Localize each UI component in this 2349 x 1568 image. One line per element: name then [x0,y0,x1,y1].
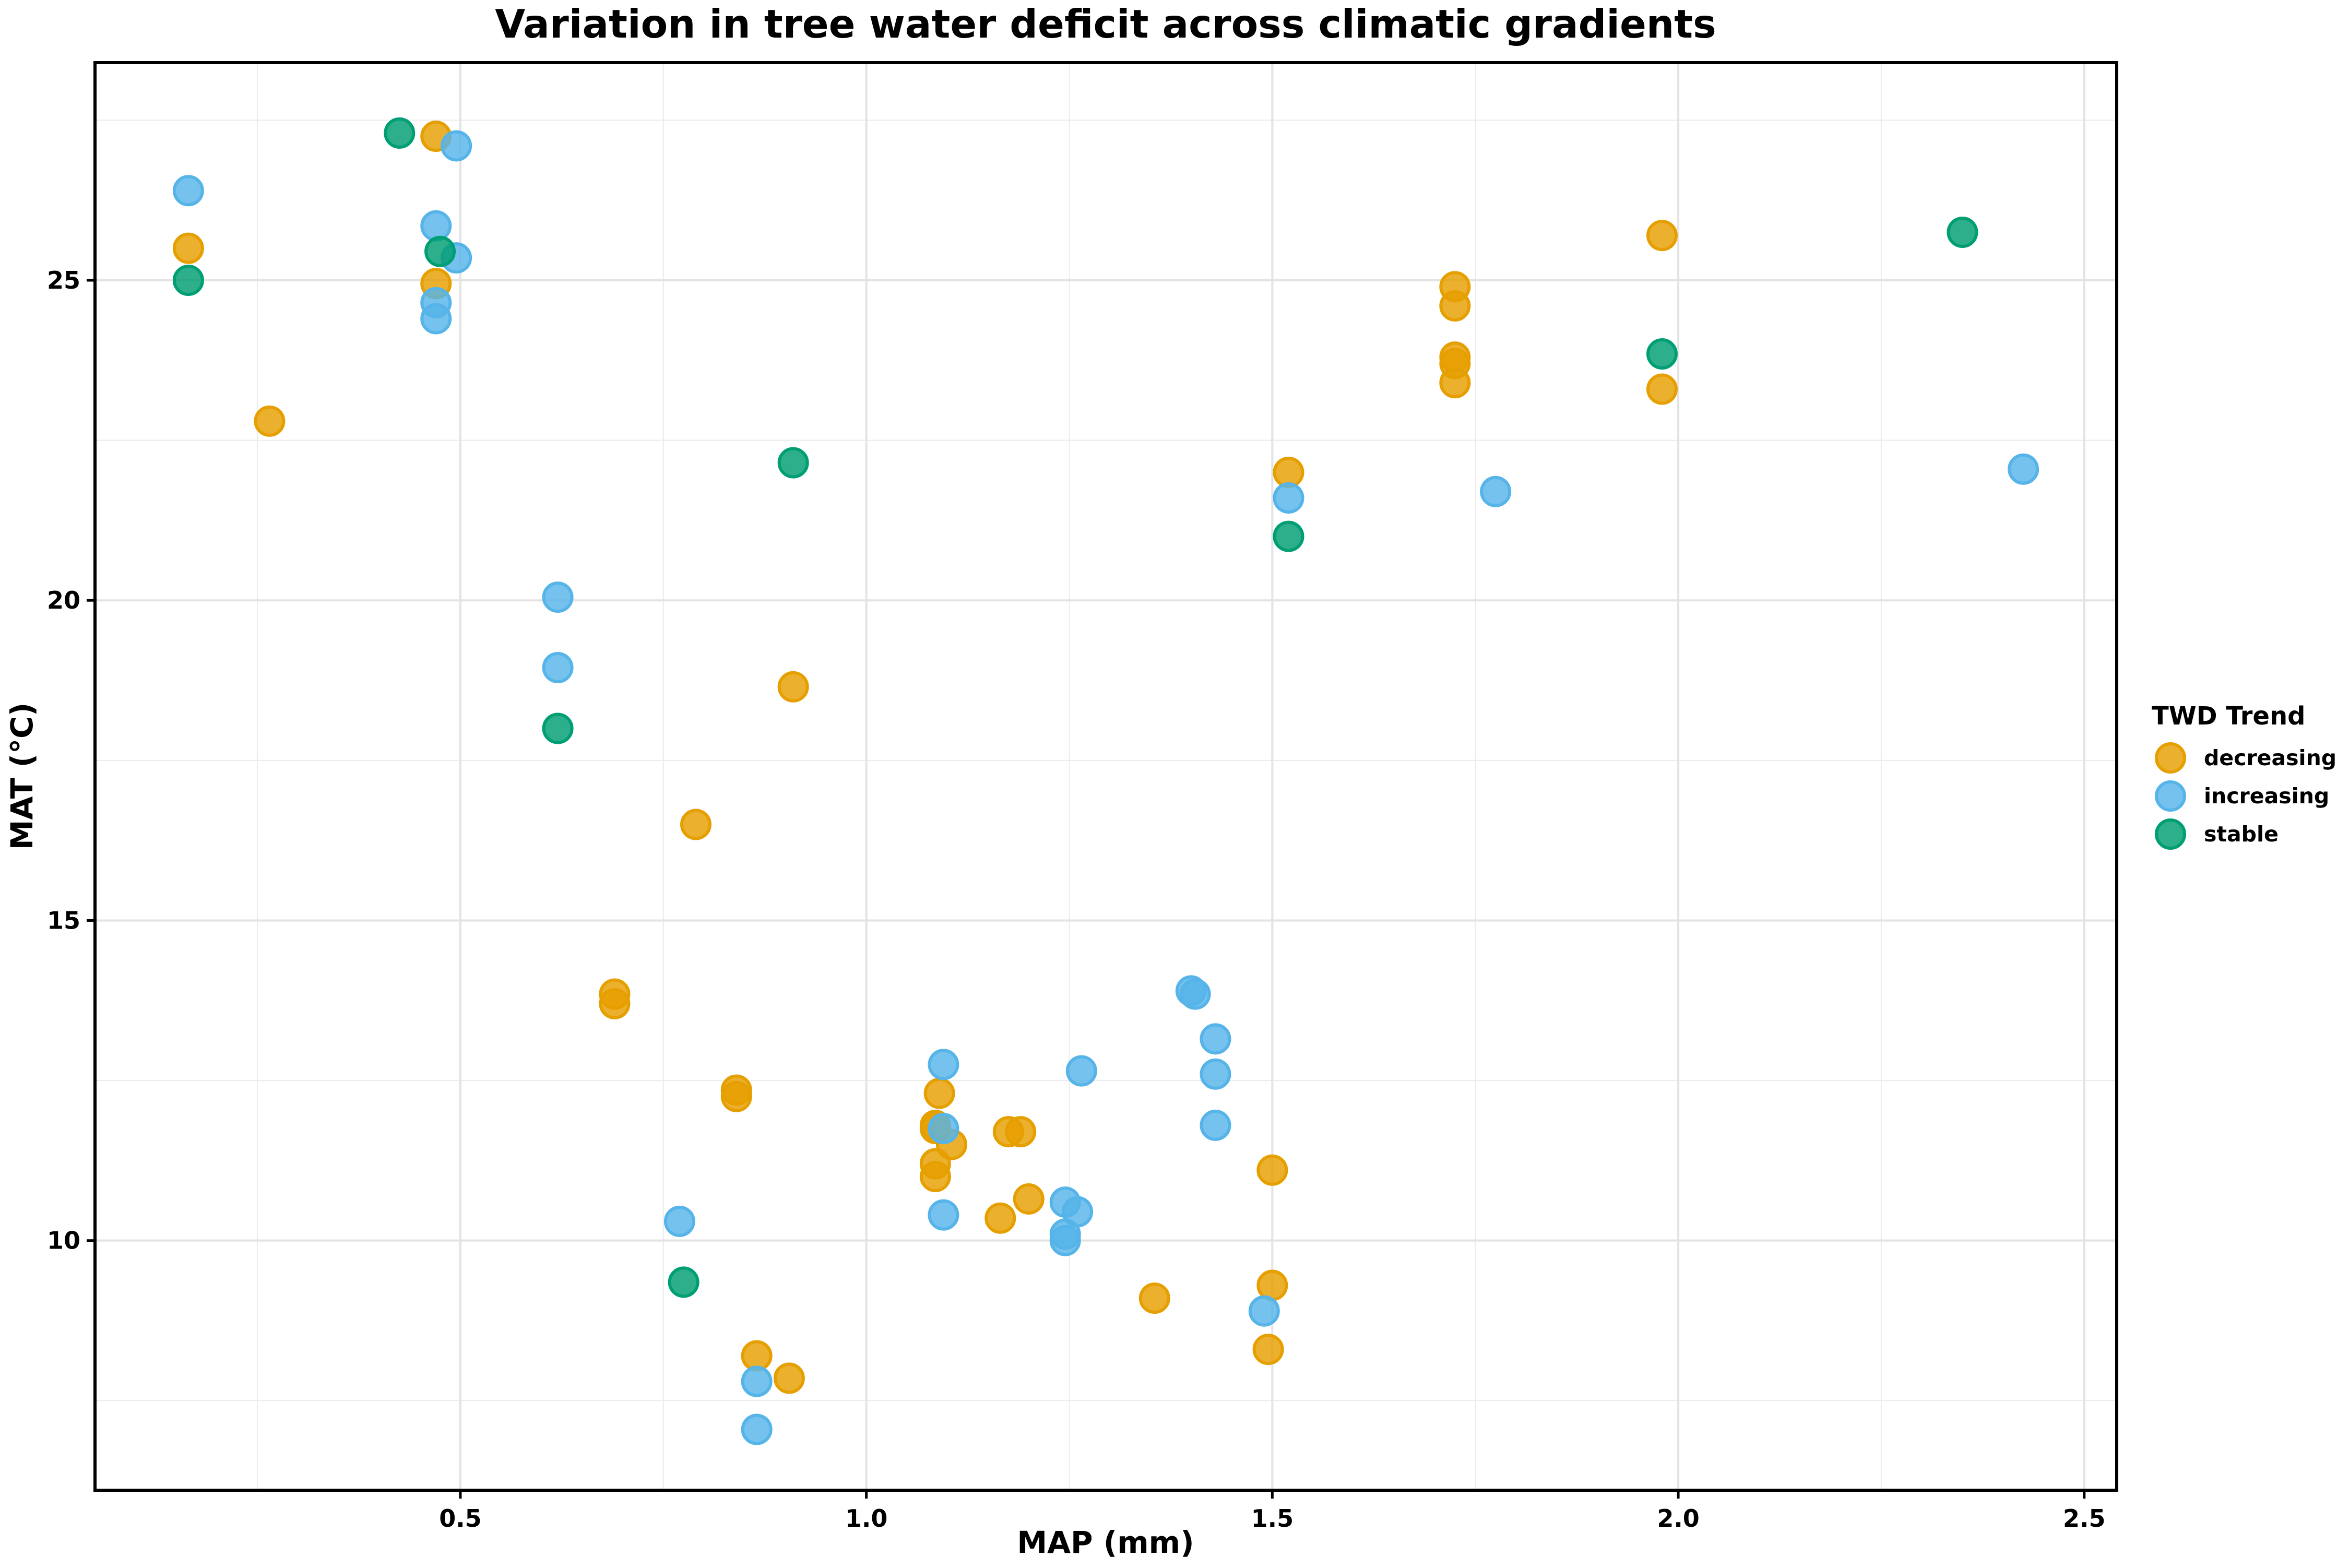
legend: TWD Trend decreasing increasing stable [2152,702,2336,850]
data-point-decreasing [773,1362,805,1394]
data-point-stable [1273,520,1304,552]
data-point-decreasing [1439,367,1471,399]
data-point-decreasing [984,1202,1016,1234]
x-tick-label: 2.0 [1657,1504,1700,1533]
data-point-decreasing [599,988,631,1019]
data-point-decreasing [1138,1282,1170,1314]
data-point-stable [424,235,456,267]
data-point-increasing [928,1199,959,1231]
data-point-decreasing [1273,456,1304,488]
data-point-increasing [542,581,574,613]
y-tick-label: 20 [47,586,80,614]
legend-items: decreasing increasing stable [2155,742,2336,850]
data-point-increasing [441,130,472,162]
data-point-increasing [1049,1225,1081,1256]
data-point-increasing [741,1413,773,1445]
data-point-stable [777,447,809,479]
data-point-increasing [741,1365,773,1397]
legend-label-stable: stable [2204,822,2279,847]
data-point-stable [542,712,574,744]
y-axis-label: MAT (°C) [4,703,40,850]
data-point-decreasing [720,1080,752,1112]
data-point-increasing [1273,482,1304,514]
data-point-increasing [172,175,204,207]
series-stable [172,117,1978,1298]
data-point-increasing [928,1049,959,1080]
legend-swatch-stable [2155,818,2186,850]
y-tick-label: 15 [47,906,80,934]
data-point-increasing [542,652,574,684]
data-point-decreasing [1439,290,1471,322]
data-point-stable [384,117,416,149]
data-point-increasing [420,210,452,242]
axis-ticks: 0.5 1.0 1.5 2.0 2.5 10 15 20 25 [47,266,2106,1533]
data-point-decreasing [919,1161,951,1193]
data-point-increasing [2008,453,2039,485]
plot-frame [93,61,2118,1492]
data-point-decreasing [923,1077,955,1109]
data-point-increasing [928,1113,959,1145]
data-point-decreasing [1013,1183,1045,1215]
legend-swatch-increasing [2155,780,2186,812]
data-point-increasing [1200,1109,1231,1141]
y-tick-label: 25 [47,266,80,294]
data-point-increasing [1480,476,1512,507]
series-decreasing [172,121,1678,1394]
data-point-increasing [1200,1023,1231,1055]
data-point-increasing [663,1205,695,1237]
x-tick-label: 1.5 [1251,1504,1294,1533]
data-point-decreasing [1005,1116,1037,1148]
legend-swatch-decreasing [2155,742,2186,774]
legend-label-increasing: increasing [2204,783,2329,809]
x-tick-label: 1.0 [845,1504,888,1533]
legend-label-decreasing: decreasing [2204,745,2336,770]
x-axis-label: MAP (mm) [1017,1525,1194,1560]
data-point-decreasing [172,232,204,264]
data-point-increasing [1062,1196,1094,1228]
data-point-decreasing [777,671,809,703]
data-point-increasing [420,303,452,335]
data-point-increasing [1248,1295,1280,1327]
data-point-increasing [1179,978,1211,1010]
data-point-decreasing [1256,1154,1288,1186]
data-point-increasing [1200,1058,1231,1090]
data-point-increasing [1065,1055,1097,1087]
data-point-decreasing [1646,373,1678,405]
data-point-stable [172,264,204,296]
data-point-decreasing [1646,220,1678,252]
legend-title: TWD Trend [2152,702,2305,731]
x-tick-label: 2.5 [2063,1504,2106,1533]
data-point-decreasing [254,405,286,437]
data-point-stable [668,1266,699,1298]
data-point-stable [1646,338,1678,370]
data-point-stable [1947,217,1978,248]
data-point-decreasing [680,809,712,840]
chart-title: Variation in tree water deficit across c… [495,1,1716,47]
data-point-decreasing [1252,1334,1284,1365]
data-points [172,117,2039,1445]
x-tick-label: 0.5 [439,1504,482,1533]
y-tick-label: 10 [47,1227,80,1255]
data-point-decreasing [741,1340,773,1372]
data-point-decreasing [1256,1269,1288,1301]
